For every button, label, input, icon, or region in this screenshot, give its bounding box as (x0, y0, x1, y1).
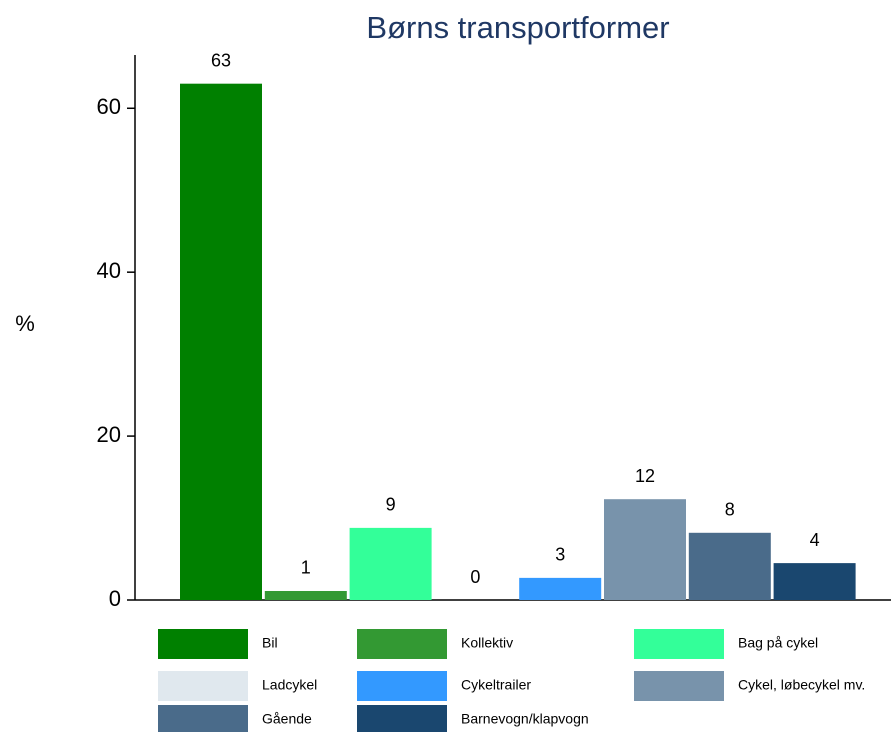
data-label: 3 (555, 545, 565, 565)
legend-label: Bag på cykel (738, 635, 818, 651)
data-label: 0 (470, 567, 480, 587)
legend-swatch (634, 671, 724, 701)
legend-swatch (357, 629, 447, 659)
y-tick-label: 20 (97, 422, 121, 447)
y-tick-label: 0 (109, 586, 121, 611)
bar (688, 532, 771, 600)
y-axis-label: % (15, 311, 35, 336)
legend-label: Cykeltrailer (461, 677, 531, 693)
legend-swatch (357, 705, 447, 732)
data-label: 8 (725, 500, 735, 520)
data-label: 63 (211, 50, 231, 70)
chart-title: Børns transportformer (366, 10, 669, 45)
legend-swatch (158, 705, 248, 732)
bar (773, 563, 856, 600)
legend-swatch (158, 629, 248, 659)
legend-swatch (357, 671, 447, 701)
data-label: 9 (386, 495, 396, 515)
bar (349, 527, 432, 600)
bar (180, 83, 262, 601)
bar (264, 590, 347, 600)
legend-label: Gående (262, 711, 312, 727)
bar (519, 577, 602, 600)
data-label: 4 (810, 530, 820, 550)
legend-swatch (634, 629, 724, 659)
legend-label: Bil (262, 635, 278, 651)
data-label: 12 (635, 466, 655, 486)
data-label: 1 (301, 558, 311, 578)
bar (604, 499, 686, 600)
legend-label: Cykel, løbecykel mv. (738, 677, 865, 693)
legend-label: Kollektiv (461, 635, 513, 651)
legend-label: Ladcykel (262, 677, 317, 693)
y-tick-label: 60 (97, 94, 121, 119)
legend-swatch (158, 671, 248, 701)
y-tick-label: 40 (97, 258, 121, 283)
legend-label: Barnevogn/klapvogn (461, 711, 589, 727)
